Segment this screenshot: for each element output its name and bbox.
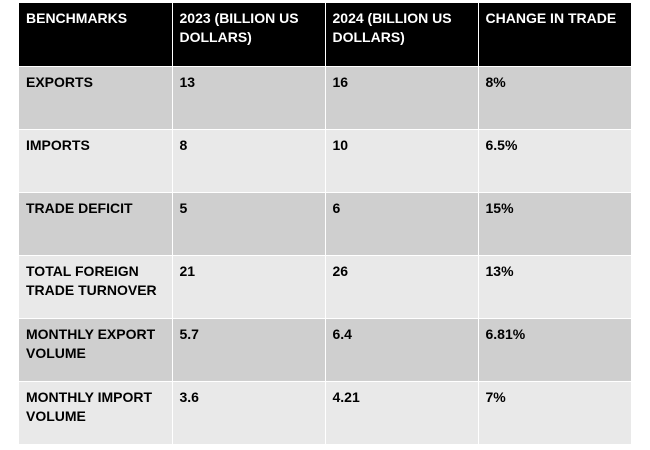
cell-benchmark: IMPORTS bbox=[19, 128, 173, 192]
table-row-trade-deficit: TRADE DEFICIT 5 6 15% bbox=[19, 191, 631, 255]
cell-2024: 10 bbox=[325, 128, 479, 192]
table-row-monthly-import-volume: MONTHLY IMPORT VOLUME 3.6 4.21 7% bbox=[19, 380, 631, 444]
cell-2024: 4.21 bbox=[325, 380, 479, 444]
cell-change: 8% bbox=[478, 65, 631, 129]
cell-2023: 5.7 bbox=[172, 317, 326, 381]
table-row-monthly-export-volume: MONTHLY EXPORT VOLUME 5.7 6.4 6.81% bbox=[19, 317, 631, 381]
cell-change: 13% bbox=[478, 254, 631, 318]
trade-table: BENCHMARKS 2023 (BILLION US DOLLARS) 202… bbox=[19, 3, 631, 444]
cell-benchmark: MONTHLY EXPORT VOLUME bbox=[19, 317, 173, 381]
table-row-exports: EXPORTS 13 16 8% bbox=[19, 65, 631, 129]
cell-change: 6.81% bbox=[478, 317, 631, 381]
header-2023: 2023 (BILLION US DOLLARS) bbox=[172, 3, 326, 66]
header-row: BENCHMARKS 2023 (BILLION US DOLLARS) 202… bbox=[19, 3, 631, 66]
cell-change: 15% bbox=[478, 191, 631, 255]
cell-2024: 6 bbox=[325, 191, 479, 255]
cell-2024: 6.4 bbox=[325, 317, 479, 381]
cell-benchmark: TRADE DEFICIT bbox=[19, 191, 173, 255]
cell-2023: 3.6 bbox=[172, 380, 326, 444]
cell-2023: 21 bbox=[172, 254, 326, 318]
cell-2023: 5 bbox=[172, 191, 326, 255]
table-header: BENCHMARKS 2023 (BILLION US DOLLARS) 202… bbox=[19, 3, 631, 66]
cell-change: 7% bbox=[478, 380, 631, 444]
cell-benchmark: TOTAL FOREIGN TRADE TURNOVER bbox=[19, 254, 173, 318]
cell-2023: 13 bbox=[172, 65, 326, 129]
cell-2023: 8 bbox=[172, 128, 326, 192]
table-row-total-foreign-trade-turnover: TOTAL FOREIGN TRADE TURNOVER 21 26 13% bbox=[19, 254, 631, 318]
cell-2024: 16 bbox=[325, 65, 479, 129]
header-benchmarks: BENCHMARKS bbox=[19, 3, 173, 66]
header-change-in-trade: CHANGE IN TRADE bbox=[478, 3, 631, 66]
cell-benchmark: MONTHLY IMPORT VOLUME bbox=[19, 380, 173, 444]
cell-2024: 26 bbox=[325, 254, 479, 318]
cell-change: 6.5% bbox=[478, 128, 631, 192]
cell-benchmark: EXPORTS bbox=[19, 65, 173, 129]
table-body: EXPORTS 13 16 8% IMPORTS 8 10 6.5% TRADE… bbox=[19, 65, 631, 444]
header-2024: 2024 (BILLION US DOLLARS) bbox=[325, 3, 479, 66]
table-row-imports: IMPORTS 8 10 6.5% bbox=[19, 128, 631, 192]
